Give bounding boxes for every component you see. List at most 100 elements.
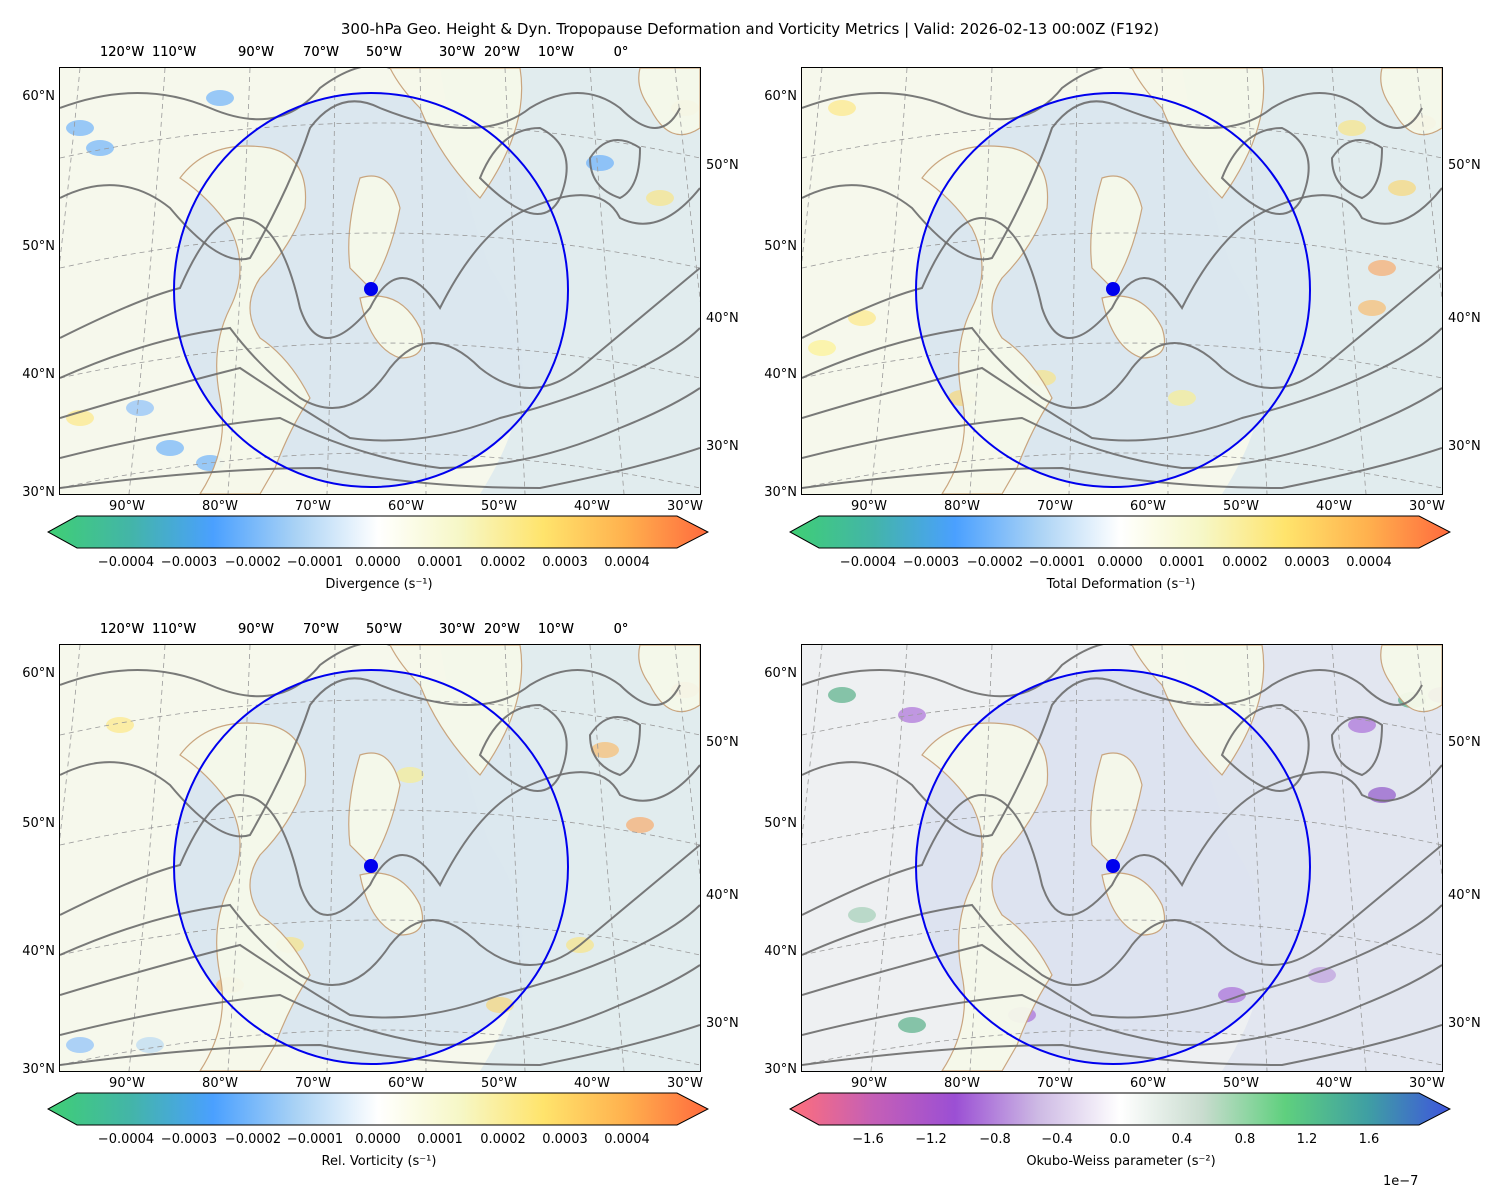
field-anomaly <box>86 140 114 156</box>
colorbar-tick-label: 0.0004 <box>604 555 650 570</box>
field-anomaly <box>828 687 856 703</box>
colorbar-gradient <box>789 1092 1451 1126</box>
colorbar-gradient <box>789 515 1451 549</box>
graticule-meridian <box>1068 68 1078 494</box>
height-contour <box>60 68 390 121</box>
bottom-lon-label: 40°W <box>574 1076 610 1091</box>
graticule-meridian <box>589 68 625 494</box>
graticule-meridian <box>1416 645 1442 880</box>
field-anomaly <box>828 100 856 116</box>
colorbar-tick-label: −0.0003 <box>902 555 960 570</box>
top-lon-label: 30°W <box>439 45 475 60</box>
bottom-lon-label: 80°W <box>944 1076 980 1091</box>
bottom-lon-label: 70°W <box>1037 499 1073 514</box>
colorbar-tick-label: 1.2 <box>1296 1132 1318 1147</box>
top-lon-label: 50°W <box>366 622 402 637</box>
graticule-meridian <box>419 645 427 1071</box>
figure-title: 300-hPa Geo. Height & Dyn. Tropopause De… <box>340 20 1160 38</box>
height-contour <box>802 187 1442 339</box>
height-contour <box>60 92 681 261</box>
graticule-parallel <box>802 1029 1442 1066</box>
top-lon-label: 10°W <box>538 45 574 60</box>
colorbar-tick-label: 0.0002 <box>480 1132 526 1147</box>
graticule-meridian <box>674 645 700 880</box>
right-lat-label: 30°N <box>1448 1016 1481 1031</box>
field-anomaly <box>1218 987 1246 1003</box>
colorbar-tick-label: 0.0001 <box>417 555 463 570</box>
colorbar-tick-label: 0.0002 <box>480 555 526 570</box>
bottom-lon-label: 80°W <box>202 499 238 514</box>
colorbar-tick-label: 0.0004 <box>604 1132 650 1147</box>
graticule-meridian <box>674 68 700 303</box>
height-contour <box>60 387 700 470</box>
bottom-lon-label: 60°W <box>388 499 424 514</box>
field-anomaly <box>156 440 184 456</box>
landmass <box>1101 872 1166 936</box>
top-lon-label: 120°W <box>100 45 145 60</box>
height-contour <box>802 447 1442 490</box>
colorbar-tick-label: −0.0002 <box>224 1132 282 1147</box>
bottom-lon-label: 30°W <box>667 1076 703 1091</box>
top-lon-label: 120°W <box>100 45 145 60</box>
field-anomaly <box>848 310 876 326</box>
top-lon-label: 110°W <box>152 622 197 637</box>
graticule-parallel <box>802 452 1442 489</box>
graticule-meridian <box>128 68 166 494</box>
colorbar-tick-label: 0.0000 <box>1097 555 1143 570</box>
graticule-meridian <box>969 645 993 1071</box>
graticule-parallel <box>802 232 1442 269</box>
height-contour <box>478 703 568 792</box>
graticule-meridian <box>870 645 908 1071</box>
colorbar-label: Okubo-Weiss parameter (s⁻²) <box>1026 1154 1216 1169</box>
height-contour <box>60 447 700 490</box>
height-contour <box>60 669 681 838</box>
graticule-parallel <box>60 342 700 379</box>
bottom-lon-label: 40°W <box>1316 499 1352 514</box>
graticule-meridian <box>227 645 251 1071</box>
height-contour <box>60 267 700 409</box>
top-lon-label: 120°W <box>100 622 145 637</box>
height-contour <box>1220 126 1310 215</box>
graticule-parallel <box>802 342 1442 379</box>
colorbar-multiplier: 1e−7 <box>1383 1174 1419 1189</box>
ocean-shading-east <box>1182 645 1442 1071</box>
height-contour <box>60 844 700 986</box>
bottom-lon-label: 90°W <box>851 499 887 514</box>
height-contour <box>60 964 700 1047</box>
graticule-parallel <box>60 232 700 269</box>
left-lat-label: 30°N <box>22 485 55 500</box>
height-contour <box>802 844 1442 986</box>
height-contour <box>1220 703 1310 792</box>
colorbar-okubo_weiss <box>789 1092 1451 1126</box>
right-lat-label: 40°N <box>1448 311 1481 326</box>
left-lat-label: 60°N <box>764 89 797 104</box>
colorbar-tick-label: 1.6 <box>1358 1132 1380 1147</box>
graticule-meridian <box>802 645 823 840</box>
height-contour <box>802 669 1423 838</box>
right-lat-label: 30°N <box>706 1016 739 1031</box>
field-anomaly <box>1308 967 1336 983</box>
field-anomaly <box>808 340 836 356</box>
graticule-parallel <box>60 452 700 489</box>
landmass <box>348 175 401 289</box>
height-contour <box>802 1024 1442 1067</box>
right-lat-label: 30°N <box>1448 439 1481 454</box>
colorbar-tick-label: −0.8 <box>979 1132 1011 1147</box>
landmass <box>921 722 1053 1071</box>
left-lat-label: 60°N <box>22 666 55 681</box>
field-anomaly <box>106 717 134 733</box>
height-contour <box>60 327 700 442</box>
height-contour <box>802 764 1442 916</box>
colorbar-deformation <box>789 515 1451 549</box>
map-panel-vorticity <box>59 644 701 1072</box>
bottom-lon-label: 50°W <box>1223 1076 1259 1091</box>
ocean-shading-east <box>440 645 700 1071</box>
top-lon-label: 50°W <box>366 45 402 60</box>
top-lon-label: 20°W <box>484 45 520 60</box>
top-lon-label: 50°W <box>366 622 402 637</box>
graticule-meridian <box>802 68 823 263</box>
colorbar-label: Divergence (s⁻¹) <box>325 577 433 592</box>
colorbar-vorticity <box>47 1092 709 1126</box>
center-point-marker <box>1106 282 1120 296</box>
height-contour <box>60 764 700 916</box>
